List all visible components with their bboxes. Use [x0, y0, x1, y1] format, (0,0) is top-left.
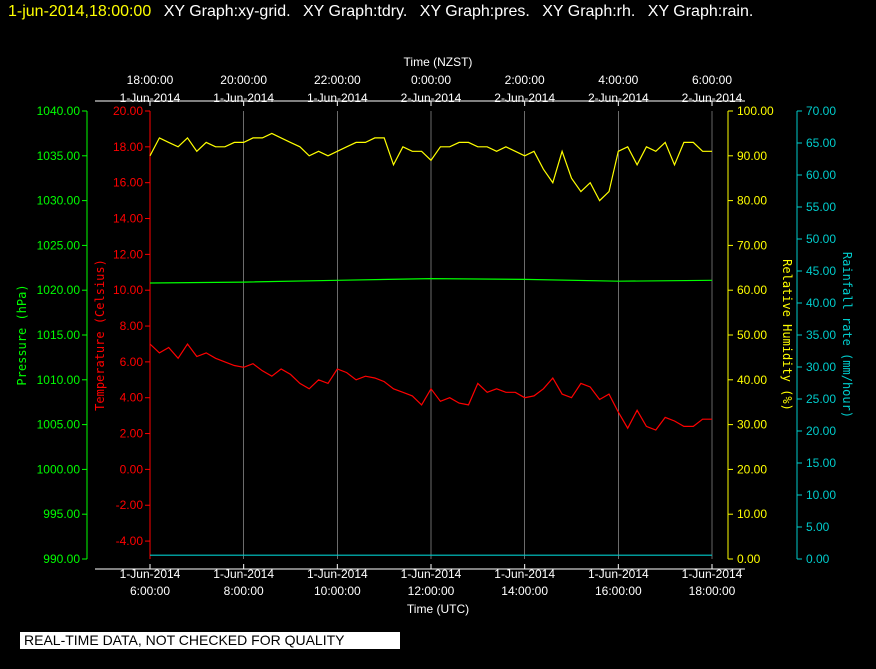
rain-tick-label: 70.00 [806, 104, 836, 118]
temperature-tick-label: 16.00 [113, 176, 143, 190]
temperature-tick-label: 14.00 [113, 212, 143, 226]
rain-tick-label: 60.00 [806, 168, 836, 182]
pressure-axis-label: Pressure (hPa) [15, 284, 29, 385]
temperature-tick-label: 6.00 [120, 355, 144, 369]
humidity-tick-label: 20.00 [737, 462, 767, 476]
pressure-tick-label: 1035.00 [37, 149, 81, 163]
temperature-tick-label: 20.00 [113, 104, 143, 118]
pressure-tick-label: 1020.00 [37, 283, 81, 297]
bottom-tick-date: 1-Jun-2014 [213, 567, 274, 581]
bottom-tick-date: 1-Jun-2014 [401, 567, 462, 581]
top-tick-time: 20:00:00 [220, 73, 267, 87]
top-axis-label: Time (NZST) [404, 55, 473, 69]
temperature-tick-label: -2.00 [116, 498, 144, 512]
bottom-tick-time: 18:00:00 [689, 584, 736, 598]
rain-tick-label: 35.00 [806, 328, 836, 342]
pressure-tick-label: 1010.00 [37, 373, 81, 387]
temperature-tick-label: 0.00 [120, 462, 144, 476]
temperature-tick-label: 18.00 [113, 140, 143, 154]
timestamp: 1-jun-2014,18:00:00 [8, 3, 152, 20]
humidity-tick-label: 70.00 [737, 238, 767, 252]
rain-axis-label: Rainfall rate (mm/hour) [840, 252, 854, 418]
bottom-tick-time: 10:00:00 [314, 584, 361, 598]
pressure-tick-label: 1005.00 [37, 418, 81, 432]
top-tick-time: 18:00:00 [127, 73, 174, 87]
humidity-tick-label: 30.00 [737, 418, 767, 432]
bottom-tick-time: 16:00:00 [595, 584, 642, 598]
bottom-tick-time: 8:00:00 [224, 584, 264, 598]
rain-tick-label: 10.00 [806, 488, 836, 502]
rain-tick-label: 30.00 [806, 360, 836, 374]
bottom-tick-date: 1-Jun-2014 [494, 567, 555, 581]
bottom-tick-date: 1-Jun-2014 [588, 567, 649, 581]
rain-tick-label: 50.00 [806, 232, 836, 246]
bottom-tick-date: 1-Jun-2014 [307, 567, 368, 581]
temperature-tick-label: -4.00 [116, 534, 144, 548]
top-tick-time: 2:00:00 [505, 73, 545, 87]
top-tick-date: 1-Jun-2014 [213, 91, 274, 105]
top-tick-date: 2-Jun-2014 [588, 91, 649, 105]
pressure-tick-label: 1000.00 [37, 462, 81, 476]
top-tick-date: 2-Jun-2014 [401, 91, 462, 105]
graph-name: XY Graph:rain. [643, 3, 754, 20]
pressure-tick-label: 1040.00 [37, 104, 81, 118]
top-tick-time: 0:00:00 [411, 73, 451, 87]
temperature-tick-label: 4.00 [120, 391, 144, 405]
top-tick-date: 1-Jun-2014 [120, 91, 181, 105]
graph-name: XY Graph:xy-grid. [163, 3, 291, 20]
rain-tick-label: 40.00 [806, 296, 836, 310]
footer-note: REAL-TIME DATA, NOT CHECKED FOR QUALITY [20, 632, 400, 649]
graph-list: XY Graph:xy-grid. XY Graph:tdry. XY Grap… [156, 3, 754, 20]
pressure-series-line [149, 277, 713, 284]
pressure-tick-label: 990.00 [43, 552, 80, 566]
temperature-axis-label: Temperature (Celsius) [93, 259, 107, 411]
rain-tick-label: 15.00 [806, 456, 836, 470]
rain-tick-label: 65.00 [806, 136, 836, 150]
temperature-series-line [149, 342, 712, 431]
rain-tick-label: 45.00 [806, 264, 836, 278]
pressure-tick-label: 1025.00 [37, 238, 81, 252]
top-tick-time: 6:00:00 [692, 73, 732, 87]
humidity-tick-label: 90.00 [737, 149, 767, 163]
humidity-tick-label: 40.00 [737, 373, 767, 387]
top-tick-date: 1-Jun-2014 [307, 91, 368, 105]
humidity-tick-label: 100.00 [737, 104, 774, 118]
humidity-series-line [149, 132, 712, 202]
bottom-tick-time: 6:00:00 [130, 584, 170, 598]
top-tick-date: 2-Jun-2014 [494, 91, 555, 105]
top-tick-time: 4:00:00 [598, 73, 638, 87]
humidity-axis-label: Relative Humidity (%) [780, 259, 794, 411]
graph-name: XY Graph:rh. [537, 3, 636, 20]
pressure-tick-label: 1015.00 [37, 328, 81, 342]
humidity-tick-label: 0.00 [737, 552, 761, 566]
bottom-tick-date: 1-Jun-2014 [120, 567, 181, 581]
bottom-tick-time: 12:00:00 [408, 584, 455, 598]
temperature-tick-label: 12.00 [113, 247, 143, 261]
temperature-tick-label: 8.00 [120, 319, 144, 333]
humidity-tick-label: 50.00 [737, 328, 767, 342]
bottom-tick-time: 14:00:00 [501, 584, 548, 598]
temperature-tick-label: 10.00 [113, 283, 143, 297]
humidity-tick-label: 80.00 [737, 194, 767, 208]
bottom-tick-date: 1-Jun-2014 [682, 567, 743, 581]
humidity-tick-label: 10.00 [737, 507, 767, 521]
rain-tick-label: 25.00 [806, 392, 836, 406]
rain-tick-label: 5.00 [806, 520, 830, 534]
temperature-tick-label: 2.00 [120, 427, 144, 441]
title-bar: 1-jun-2014,18:00:00 XY Graph:xy-grid. XY… [8, 3, 753, 21]
rain-tick-label: 20.00 [806, 424, 836, 438]
top-tick-date: 2-Jun-2014 [682, 91, 743, 105]
graph-name: XY Graph:tdry. [298, 3, 408, 20]
graph-name: XY Graph:pres. [415, 3, 530, 20]
humidity-tick-label: 60.00 [737, 283, 767, 297]
pressure-tick-label: 995.00 [43, 507, 80, 521]
rain-tick-label: 0.00 [806, 552, 830, 566]
top-tick-time: 22:00:00 [314, 73, 361, 87]
bottom-axis-label: Time (UTC) [407, 602, 469, 616]
rain-tick-label: 55.00 [806, 200, 836, 214]
pressure-tick-label: 1030.00 [37, 194, 81, 208]
